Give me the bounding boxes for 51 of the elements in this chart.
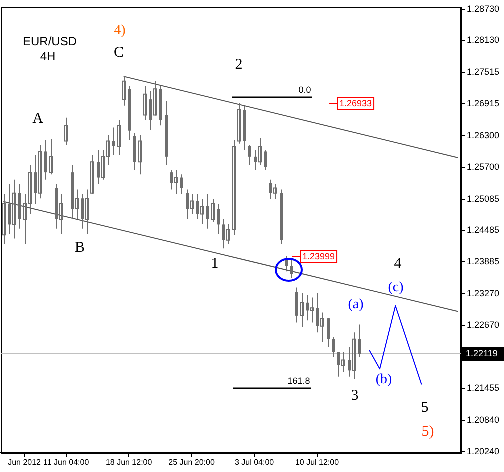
x-tick-label: 10 Jul 12:00	[295, 458, 340, 468]
x-tick-label: 11 Jun 04:00	[44, 458, 90, 468]
candlestick	[50, 138, 54, 176]
candlestick	[295, 287, 298, 324]
annotation: (c)	[388, 280, 404, 296]
annotation: 5)	[422, 424, 434, 440]
annotation: 5	[421, 400, 429, 416]
y-tick-label: 1.21455	[467, 383, 500, 394]
candlestick	[290, 258, 293, 279]
candlestick	[232, 140, 236, 236]
y-tick-label: 1.28130	[467, 35, 500, 46]
annotation: A	[32, 110, 44, 127]
y-tick-label: 1.26300	[467, 130, 500, 141]
annotation: 2	[235, 56, 243, 73]
candlestick	[118, 120, 122, 156]
y-tick-label: 1.25085	[467, 194, 500, 204]
y-tick-label: 1.26915	[467, 98, 500, 108]
annotation: B	[74, 240, 86, 256]
y-tick-label: 1.22670	[467, 320, 500, 330]
y-tick-label: 1.28730	[467, 4, 500, 14]
annotation: 1.26933	[340, 98, 372, 108]
annotation: 4)	[114, 24, 126, 39]
annotation: (b)	[376, 372, 392, 388]
annotation: EUR/USD	[22, 34, 78, 48]
annotation: 4	[394, 256, 402, 272]
candlestick	[138, 135, 142, 176]
y-tick-label: 1.27515	[467, 67, 500, 78]
x-tick-label: 25 Jun 20:00	[168, 458, 216, 468]
y-tick-label: 1.24485	[467, 225, 500, 236]
annotation: 161.8	[288, 376, 310, 386]
x-tick-label: Jun 2012	[8, 458, 42, 468]
candlestick	[248, 144, 251, 166]
annotation: 4H	[40, 49, 56, 64]
candlestick	[90, 154, 94, 195]
annotation: 1.23999	[302, 251, 336, 262]
y-tick-label: 1.25700	[467, 162, 500, 172]
annotation: 0.0	[298, 84, 312, 95]
annotation: C	[114, 44, 124, 61]
y-tick-label: 1.20840	[467, 415, 500, 426]
candlestick	[327, 318, 330, 348]
x-tick-label: 18 Jun 12:00	[106, 458, 153, 468]
x-tick-label: 3 Jul 04:00	[234, 458, 275, 468]
y-tick-label: 1.23885	[467, 256, 500, 266]
annotation: (a)	[348, 298, 364, 313]
y-tick-label: 1.23270	[467, 288, 500, 299]
y-tick-label: 1.20240	[467, 446, 500, 456]
candlestick	[64, 117, 68, 146]
candlestick	[332, 336, 335, 358]
annotation: 1	[211, 256, 219, 272]
ref-line-label: 1.22119	[466, 348, 498, 359]
annotation: 3	[351, 388, 359, 404]
